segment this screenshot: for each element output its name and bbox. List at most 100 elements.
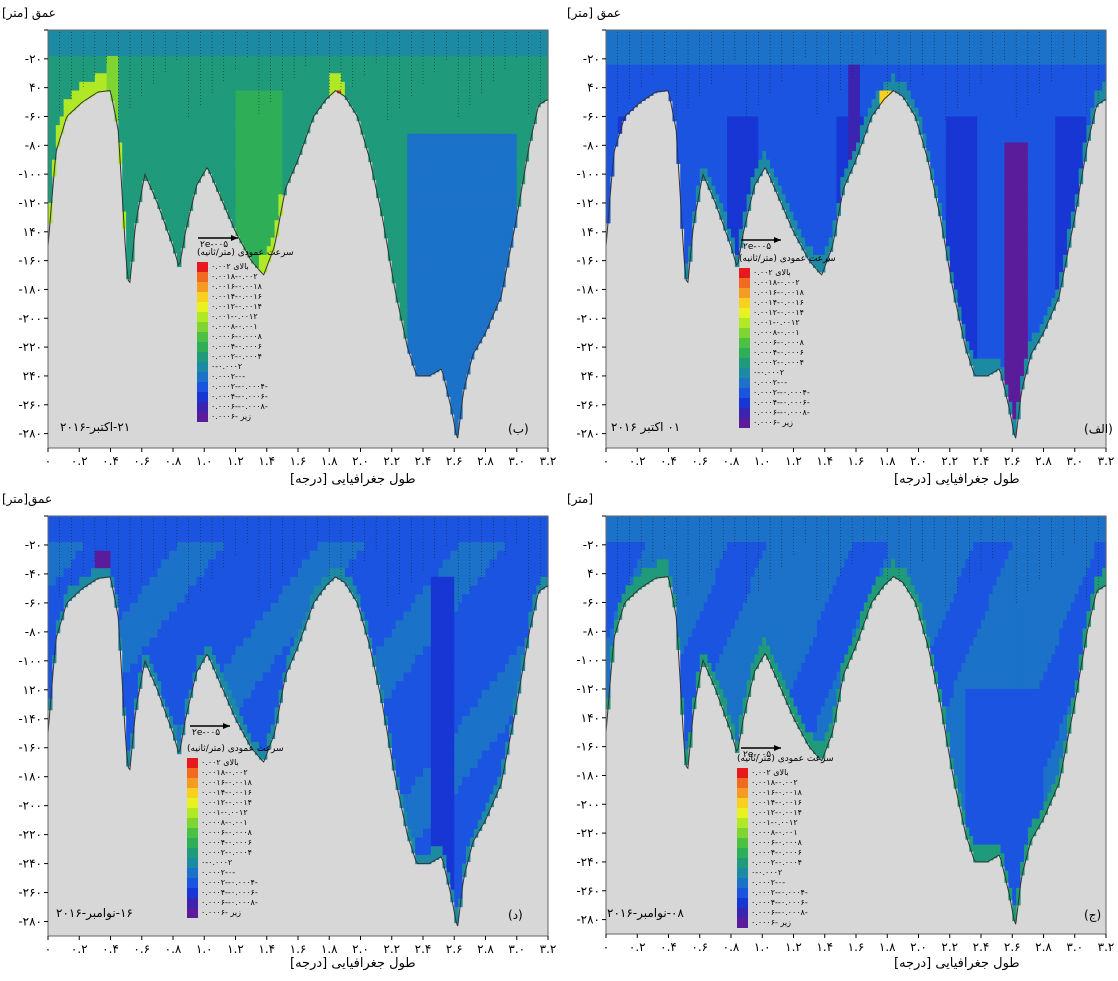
field-cell — [505, 254, 510, 265]
field-cell — [508, 107, 514, 118]
field-cell — [469, 306, 475, 316]
field-cell — [79, 99, 84, 104]
field-cell — [106, 73, 112, 83]
field-cell — [258, 177, 264, 187]
field-cell — [723, 73, 728, 83]
field-cell — [438, 47, 444, 57]
field-cell — [754, 99, 759, 109]
field-cell — [984, 47, 990, 57]
field-cell — [957, 202, 963, 213]
field-cell — [746, 73, 752, 83]
field-cell — [820, 151, 826, 161]
field-cell — [438, 151, 444, 161]
field-cell — [372, 159, 377, 169]
field-cell — [824, 73, 830, 83]
field-cell — [380, 116, 385, 126]
field-cell — [684, 194, 689, 204]
field-cell — [734, 168, 740, 178]
field-cell — [395, 90, 401, 100]
field-cell — [376, 38, 381, 48]
field-cell — [711, 194, 716, 200]
field-cell — [742, 90, 748, 100]
field-cell — [844, 47, 849, 57]
field-cell — [520, 73, 526, 83]
field-cell — [516, 30, 522, 40]
field-cell — [321, 81, 326, 92]
field-cell — [247, 90, 252, 100]
field-cell — [266, 202, 272, 213]
field-cell — [462, 81, 467, 92]
field-cell — [239, 116, 244, 126]
field-cell — [407, 30, 412, 40]
field-cell — [380, 125, 385, 135]
field-cell — [55, 125, 61, 135]
field-cell — [196, 47, 201, 57]
field-cell — [274, 64, 280, 74]
field-cell — [680, 47, 685, 57]
field-cell — [505, 220, 510, 230]
field-cell — [758, 168, 763, 177]
field-cell — [247, 99, 252, 109]
field-cell — [887, 73, 892, 83]
field-cell — [824, 64, 830, 74]
field-cell — [227, 185, 233, 195]
field-cell — [262, 107, 268, 118]
field-cell — [766, 125, 771, 135]
field-cell — [407, 125, 412, 135]
field-cell — [707, 64, 713, 74]
field-cell — [676, 55, 681, 66]
field-cell — [282, 47, 287, 57]
field-cell — [871, 64, 877, 74]
field-cell — [711, 47, 716, 57]
field-cell — [734, 263, 740, 268]
field-cell — [235, 133, 241, 144]
field-cell — [754, 47, 759, 57]
field-cell — [793, 168, 799, 178]
field-cell — [992, 228, 998, 239]
field-cell — [992, 159, 998, 169]
field-cell — [953, 254, 959, 265]
field-cell — [200, 81, 205, 92]
field-cell — [153, 194, 158, 200]
field-cell — [836, 55, 841, 66]
field-cell — [856, 73, 861, 83]
field-cell — [703, 177, 709, 182]
field-cell — [454, 289, 459, 299]
field-cell — [672, 90, 677, 100]
field-cell — [133, 168, 139, 178]
field-cell — [161, 99, 166, 109]
field-cell — [828, 133, 834, 144]
field-cell — [727, 151, 732, 161]
field-cell — [949, 237, 955, 247]
field-cell — [255, 90, 260, 100]
field-cell — [255, 30, 260, 40]
field-cell — [859, 116, 865, 126]
field-cell — [836, 107, 841, 118]
field-cell — [90, 38, 96, 48]
field-cell — [637, 81, 642, 92]
field-cell — [988, 315, 994, 325]
field-cell — [816, 38, 822, 48]
field-cell — [828, 30, 834, 40]
field-cell — [797, 73, 802, 83]
field-cell — [648, 38, 654, 48]
field-cell — [691, 142, 697, 152]
field-cell — [809, 246, 814, 256]
field-cell — [368, 116, 373, 126]
field-cell — [684, 168, 689, 178]
field-cell — [165, 168, 170, 178]
field-cell — [512, 159, 518, 169]
field-cell — [423, 306, 428, 316]
field-cell — [797, 30, 802, 40]
field-cell — [454, 341, 459, 351]
field-cell — [469, 38, 475, 48]
field-cell — [153, 64, 158, 74]
field-cell — [141, 133, 147, 144]
field-cell — [992, 367, 998, 373]
field-cell — [204, 142, 209, 152]
x-tick-label: ۰.۴ — [102, 454, 119, 468]
field-cell — [153, 177, 158, 187]
field-cell — [536, 47, 541, 57]
field-cell — [165, 107, 170, 118]
field-cell — [446, 254, 451, 265]
